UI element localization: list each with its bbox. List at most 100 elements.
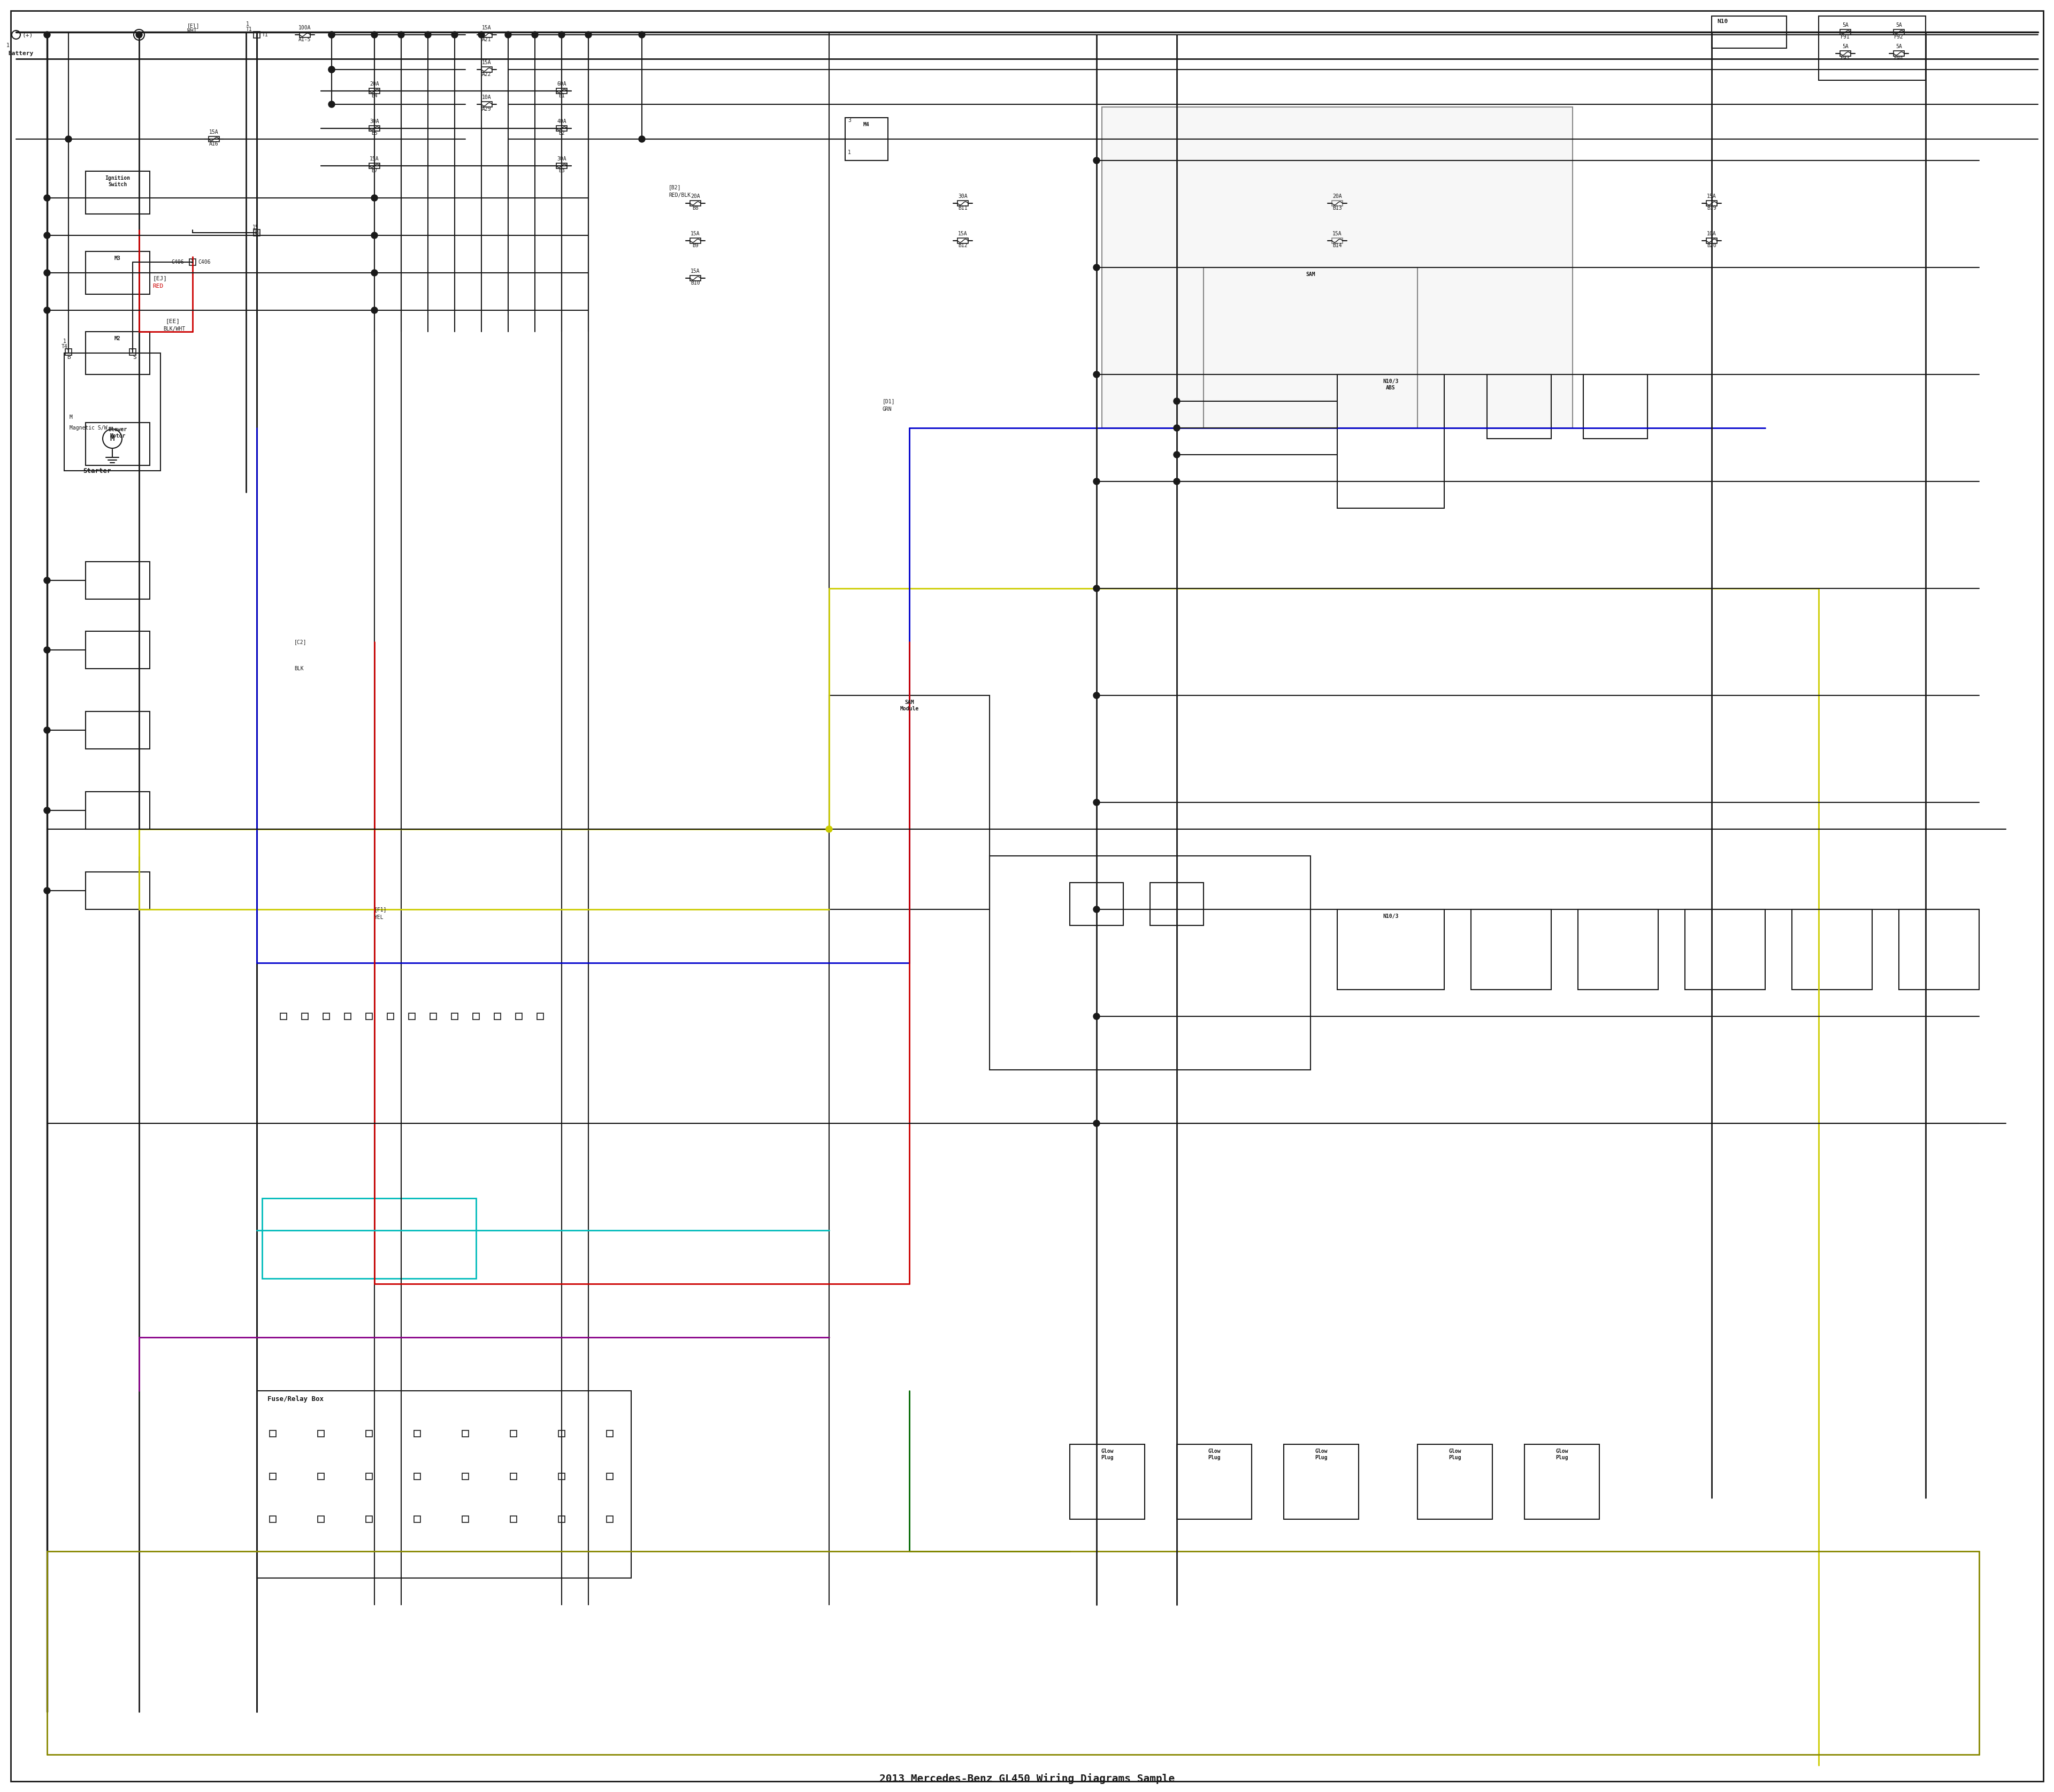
Bar — [366, 1012, 372, 1020]
Text: 15A: 15A — [483, 59, 491, 65]
Bar — [509, 1430, 518, 1437]
Bar — [86, 711, 150, 749]
Circle shape — [372, 306, 378, 314]
Bar — [1471, 909, 1551, 989]
Circle shape — [585, 32, 592, 38]
Circle shape — [43, 806, 49, 814]
Circle shape — [329, 100, 335, 108]
Bar — [1070, 1444, 1144, 1520]
Bar — [1894, 29, 1904, 34]
Text: 10A: 10A — [1707, 231, 1717, 237]
Circle shape — [1093, 1012, 1099, 1020]
Text: B5: B5 — [372, 131, 378, 136]
Bar — [1331, 201, 1343, 206]
Bar — [481, 102, 493, 108]
Text: T1: T1 — [246, 27, 253, 32]
Bar — [86, 423, 150, 466]
Circle shape — [1093, 1120, 1099, 1127]
Circle shape — [452, 32, 458, 38]
Bar — [557, 88, 567, 93]
Text: [El]: [El] — [187, 23, 199, 29]
Text: B20: B20 — [1707, 244, 1717, 249]
Text: 2013 Mercedes-Benz GL450 Wiring Diagrams Sample: 2013 Mercedes-Benz GL450 Wiring Diagrams… — [879, 1774, 1175, 1785]
Circle shape — [1173, 398, 1179, 405]
Circle shape — [1093, 692, 1099, 699]
Bar — [452, 1012, 458, 1020]
Bar — [462, 1430, 468, 1437]
Bar — [606, 1473, 612, 1480]
Bar — [1204, 267, 1417, 428]
Circle shape — [1093, 478, 1099, 484]
Circle shape — [826, 826, 832, 831]
Text: 15A: 15A — [1707, 194, 1717, 199]
Circle shape — [43, 887, 49, 894]
Bar — [957, 238, 967, 244]
Circle shape — [532, 32, 538, 38]
Text: Glow
Plug: Glow Plug — [1208, 1448, 1220, 1460]
Bar — [844, 118, 887, 161]
Text: 15A: 15A — [690, 231, 700, 237]
Circle shape — [43, 269, 49, 276]
Bar — [129, 349, 136, 355]
Bar — [1101, 108, 1573, 428]
Bar — [690, 238, 700, 244]
Bar — [1840, 50, 1851, 56]
Circle shape — [1093, 586, 1099, 591]
Text: B3: B3 — [559, 168, 565, 174]
Text: 30A: 30A — [557, 156, 567, 161]
Bar — [429, 1012, 435, 1020]
Text: SAM
Module: SAM Module — [900, 699, 918, 711]
Bar — [370, 163, 380, 168]
Bar — [269, 1430, 275, 1437]
Bar — [557, 125, 567, 131]
Bar — [606, 1516, 612, 1523]
Text: 5A: 5A — [1842, 23, 1849, 29]
Text: B2: B2 — [559, 131, 565, 136]
Text: 1: 1 — [255, 32, 259, 38]
Text: N10/3
ABS: N10/3 ABS — [1382, 378, 1399, 391]
Bar — [86, 792, 150, 830]
Text: N10: N10 — [1717, 18, 1727, 23]
Text: 15A: 15A — [370, 156, 380, 161]
Bar — [462, 1473, 468, 1480]
Bar — [366, 1473, 372, 1480]
Bar — [366, 1430, 372, 1437]
Circle shape — [43, 306, 49, 314]
Text: 15A: 15A — [957, 231, 967, 237]
Circle shape — [559, 32, 565, 38]
Circle shape — [43, 233, 49, 238]
Text: B10: B10 — [690, 280, 700, 285]
Text: 15A: 15A — [1333, 231, 1341, 237]
Text: 1: 1 — [131, 349, 134, 355]
Bar — [64, 353, 160, 471]
Text: 3: 3 — [848, 118, 850, 124]
Bar — [300, 32, 310, 38]
Text: F94: F94 — [1894, 56, 1904, 61]
Bar — [559, 1516, 565, 1523]
Text: (+): (+) — [23, 32, 33, 38]
Circle shape — [639, 32, 645, 38]
Text: 1: 1 — [191, 260, 193, 265]
Text: F93: F93 — [1840, 56, 1851, 61]
Circle shape — [1173, 478, 1179, 484]
Bar — [86, 631, 150, 668]
Circle shape — [43, 32, 49, 38]
Circle shape — [329, 66, 335, 73]
Bar — [409, 1012, 415, 1020]
Circle shape — [43, 577, 49, 584]
Bar — [370, 125, 380, 131]
Text: 60A: 60A — [557, 81, 567, 86]
Text: BLK/WHT: BLK/WHT — [162, 326, 185, 332]
Bar — [1577, 909, 1658, 989]
Bar — [690, 201, 700, 206]
Text: 100A: 100A — [298, 25, 310, 30]
Circle shape — [1093, 158, 1099, 163]
Bar — [957, 201, 967, 206]
Circle shape — [1093, 907, 1099, 912]
Bar — [318, 1430, 325, 1437]
Text: [EE]: [EE] — [166, 319, 181, 324]
Circle shape — [138, 34, 140, 36]
Text: RED/BLK: RED/BLK — [670, 192, 690, 197]
Bar — [1150, 883, 1204, 925]
Text: WHT: WHT — [187, 29, 197, 34]
